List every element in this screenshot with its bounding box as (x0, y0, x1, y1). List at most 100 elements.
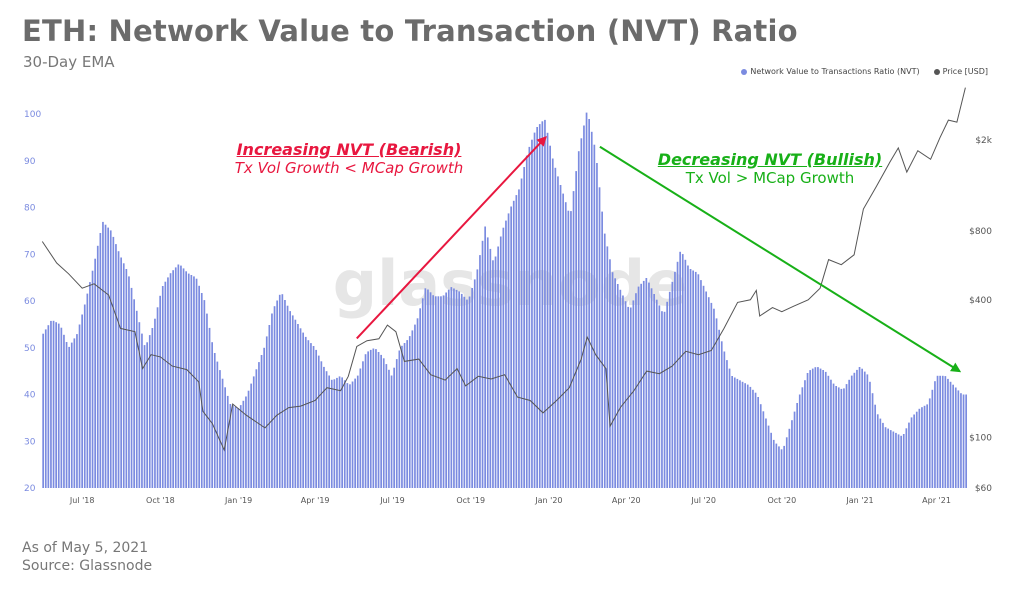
nvt-bar (486, 237, 489, 488)
nvt-bar (252, 376, 255, 488)
nvt-bar (947, 378, 949, 488)
nvt-bar (333, 379, 336, 488)
nvt-bar (401, 345, 403, 488)
nvt-bar (931, 389, 934, 488)
nvt-bar (700, 280, 702, 488)
x-tick-label: Oct '19 (456, 496, 485, 505)
nvt-bar (507, 213, 510, 488)
nvt-bar (484, 226, 486, 488)
nvt-bar (499, 236, 502, 488)
nvt-bar (416, 318, 419, 488)
nvt-bar (346, 383, 349, 488)
nvt-bar (661, 311, 663, 488)
nvt-bar (167, 277, 169, 488)
nvt-bar (330, 379, 333, 488)
nvt-bar (395, 359, 398, 488)
x-tick-label: Apr '19 (301, 496, 330, 505)
nvt-bar (778, 446, 780, 488)
nvt-bar (408, 336, 411, 488)
nvt-bar (382, 358, 385, 488)
nvt-bar (445, 292, 447, 488)
nvt-bar (676, 261, 679, 488)
y-right-tick-label: $2k (975, 136, 992, 146)
legend-item-price[interactable]: Price [USD] (933, 67, 988, 76)
nvt-bar (598, 187, 601, 489)
nvt-bar (824, 371, 827, 488)
nvt-bar (239, 405, 242, 488)
nvt-bar (447, 289, 450, 488)
nvt-bar (892, 431, 895, 488)
nvt-bar (164, 281, 167, 488)
y-right-tick-label: $60 (975, 484, 992, 494)
nvt-bar (520, 178, 523, 488)
y-left-tick-label: 80 (24, 204, 36, 214)
nvt-bar (603, 233, 606, 488)
nvt-bar (102, 221, 104, 488)
nvt-bar (840, 388, 843, 488)
nvt-bar (419, 308, 421, 488)
as-of-date: As of May 5, 2021 (22, 540, 149, 556)
nvt-bar (94, 258, 96, 488)
nvt-bar (310, 343, 312, 488)
nvt-bar (655, 299, 658, 488)
nvt-bar (502, 227, 505, 488)
nvt-bar (835, 386, 837, 488)
nvt-bar (427, 289, 429, 488)
nvt-bar (442, 295, 445, 488)
nvt-bar (265, 336, 268, 488)
nvt-bar (187, 273, 190, 488)
nvt-bar (900, 435, 902, 488)
nvt-bar (489, 248, 492, 488)
nvt-bar (304, 336, 307, 488)
nvt-bar (921, 407, 923, 488)
nvt-bar (403, 343, 406, 488)
nvt-bar (440, 296, 442, 488)
y-right-tick-label: $800 (969, 227, 992, 237)
nvt-bar (736, 378, 739, 488)
y-left-tick-label: 60 (24, 297, 36, 307)
legend-item-nvt[interactable]: Network Value to Transactions Ratio (NVT… (741, 67, 920, 76)
nvt-bar (897, 434, 900, 488)
nvt-bar (510, 206, 512, 488)
nvt-bar (356, 375, 359, 488)
nvt-bar (580, 138, 583, 489)
nvt-bar (809, 370, 811, 488)
nvt-bar (876, 414, 879, 488)
nvt-bar (42, 333, 44, 488)
nvt-bar (954, 387, 957, 488)
nvt-bar (107, 227, 109, 488)
x-tick-label: Oct '18 (146, 496, 175, 505)
y-left-tick-label: 100 (24, 110, 41, 120)
nvt-bar (830, 379, 832, 488)
nvt-bar (242, 400, 245, 488)
y-left-tick-label: 50 (24, 344, 36, 354)
nvt-bar (653, 294, 655, 488)
nvt-bar (44, 329, 47, 488)
nvt-bar (614, 278, 616, 488)
nvt-bar (689, 269, 692, 488)
nvt-bar (783, 445, 785, 488)
nvt-bar (211, 342, 213, 488)
x-tick-label: Jul '20 (690, 496, 716, 505)
nvt-bar (848, 379, 850, 488)
nvt-bar (856, 369, 858, 488)
nvt-bar (668, 291, 671, 488)
nvt-bar (817, 367, 819, 488)
bullish-annotation-text: Tx Vol > MCap Growth (685, 169, 855, 187)
nvt-bar (190, 275, 193, 488)
nvt-bar (549, 145, 551, 488)
nvt-bar (325, 371, 328, 488)
nvt-bar (76, 334, 78, 488)
nvt-bar (302, 332, 304, 488)
nvt-bar (713, 308, 715, 488)
nvt-bar (138, 322, 141, 488)
nvt-bar (289, 311, 291, 488)
y-right-tick-label: $400 (969, 296, 992, 306)
nvt-bar (728, 368, 731, 488)
nvt-bar (161, 286, 164, 488)
bullish-arrow (599, 145, 962, 373)
nvt-bar (822, 370, 824, 488)
nvt-bar (793, 411, 796, 488)
nvt-bar (642, 280, 645, 488)
nvt-bar (572, 191, 575, 488)
